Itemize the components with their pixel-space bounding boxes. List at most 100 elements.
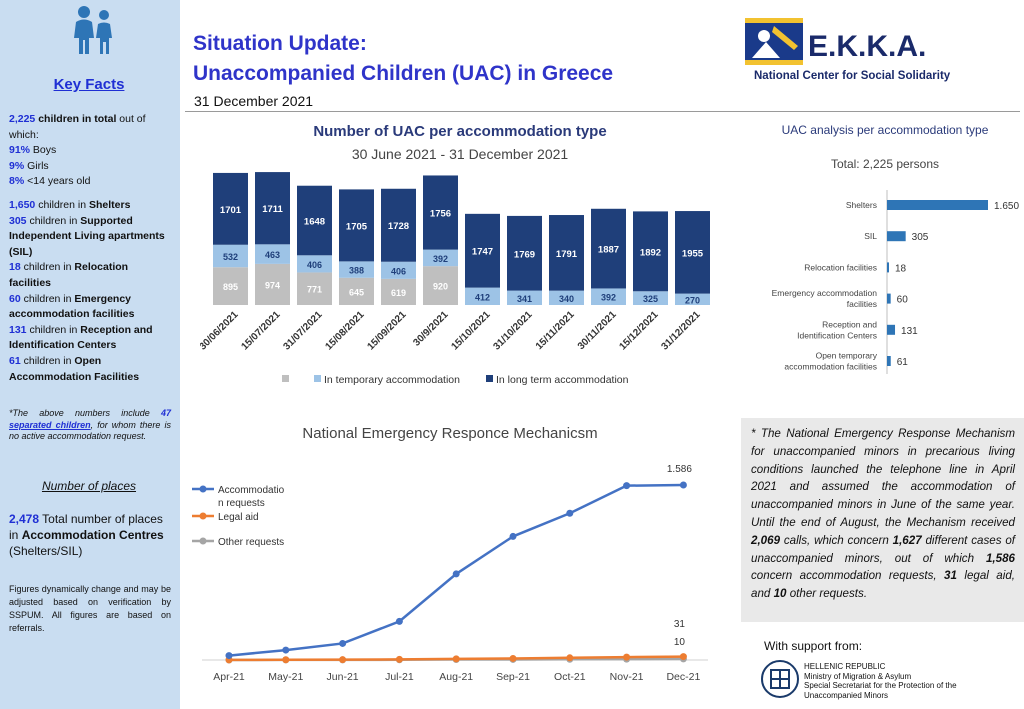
- x-tick-label: 30/11/2021: [576, 309, 619, 352]
- hbar: [887, 262, 889, 273]
- ekka-logo-text: E.K.K.A.: [808, 30, 926, 63]
- x-tick-label: 30/06/2021: [200, 309, 241, 352]
- page-title-line1: Situation Update:: [193, 32, 367, 55]
- legend-label: Legal aid: [218, 512, 259, 523]
- stacked-bar-segment: [213, 172, 248, 245]
- x-tick-label: 15/08/2021: [323, 309, 366, 352]
- stacked-bar-value: 1955: [682, 248, 704, 259]
- separated-children-footnote: *The above numbers include 47 separated …: [9, 408, 172, 441]
- x-tick-label: 15/07/2021: [239, 309, 282, 352]
- stacked-bar-value: 1705: [346, 221, 368, 232]
- stacked-bar-segment: [591, 208, 626, 289]
- accommodation-count: 1,650: [9, 199, 36, 211]
- x-tick-label: 15/11/2021: [534, 309, 577, 352]
- stacked-chart-subtitle: 30 June 2021 - 31 December 2021: [351, 146, 569, 162]
- stacked-bar-value: 325: [643, 294, 658, 304]
- uac-stacked-bar-chart: 895 532 1701 30/06/2021 974 463 1711 15/07/2021…: [200, 172, 710, 386]
- stacked-bar-value: 1887: [598, 245, 619, 256]
- hbar-value: 1.650: [994, 201, 1019, 212]
- accommodation-pre: children in: [20, 261, 75, 274]
- breakdown-value: 9%: [9, 159, 25, 172]
- accommodation-count: 305: [9, 214, 27, 227]
- line-point: [282, 656, 290, 664]
- accommodation-count: 61: [9, 354, 21, 367]
- stacked-bar-segment: [423, 249, 458, 267]
- stacked-bar-value: 341: [517, 294, 532, 304]
- hbar-category-label: SIL: [864, 231, 877, 241]
- stacked-bar-value: 1892: [640, 247, 661, 258]
- accommodation-pre: children in: [26, 214, 81, 227]
- accommodation-type: Emergency accommodation facilities: [9, 292, 135, 321]
- accommodation-pre: children in: [20, 354, 75, 367]
- line-x-tick-label: Dec-21: [666, 671, 700, 683]
- stacked-bar-value: 1791: [556, 249, 578, 260]
- accommodation-item: 60 children in Emergency accommodation f…: [9, 292, 171, 323]
- line-x-tick-label: Jul-21: [385, 671, 414, 683]
- accommodation-item: 131 children in Reception and Identifica…: [9, 323, 171, 354]
- legend-swatch-long-term: [486, 375, 493, 382]
- line-point: [339, 639, 347, 647]
- hbar-category-label: Emergency accommodation facilities: [772, 288, 878, 309]
- support-label: With support from:: [764, 639, 863, 653]
- line-point: [679, 481, 687, 489]
- legend-marker: [199, 537, 207, 545]
- support-ministry-text: HELLENIC REPUBLIC Ministry of Migration &…: [804, 662, 957, 700]
- hbar-value: 131: [901, 326, 918, 337]
- stacked-bar-segment: [339, 277, 374, 305]
- stacked-bar-segment: [423, 266, 458, 305]
- legend-swatch-other: [282, 375, 289, 382]
- stacked-bar-value: 392: [601, 293, 616, 303]
- stacked-bar-segment: [675, 293, 710, 305]
- mechanism-note-box: * The National Emergency Response Mechan…: [741, 418, 1024, 622]
- accommodation-type: Reception and Identification Centers: [9, 323, 153, 352]
- line-series: [228, 483, 684, 657]
- support-line: Unaccompanied Minors: [804, 690, 889, 700]
- hbar-value: 60: [897, 295, 909, 306]
- support-line: Special Secretariat for the Protection o…: [804, 681, 957, 691]
- x-tick-label: 31/10/2021: [491, 309, 534, 352]
- support-line: HELLENIC REPUBLIC: [804, 662, 886, 671]
- places-heading: Number of places: [41, 479, 137, 493]
- stacked-bar-segment: [255, 244, 290, 264]
- stacked-bar-value: 388: [349, 266, 364, 276]
- analysis-chart-subtitle: Total: 2,225 persons: [830, 157, 940, 171]
- stacked-bar-segment: [507, 215, 542, 291]
- note-text-part: other requests.: [786, 587, 868, 601]
- stacked-bar-segment: [213, 267, 248, 305]
- hbar: [887, 293, 891, 304]
- hbar-category-label: Open temporary accommodation facilities: [784, 351, 877, 372]
- stacked-bar-value: 270: [685, 295, 700, 305]
- stacked-bar-value: 392: [433, 254, 448, 264]
- analysis-horizontal-bar-chart: 1.650 Shelters 305 SIL 18 Relocation faciliti…: [772, 190, 1019, 374]
- stacked-bar-value: 645: [349, 287, 364, 297]
- breakdown-value: 8%: [9, 175, 25, 188]
- x-tick-label: 15/10/2021: [449, 309, 492, 352]
- mechanism-note-text: * The National Emergency Response Mechan…: [751, 425, 1015, 603]
- legend-label-long-term: In long term accommodation: [496, 374, 629, 386]
- figures-disclaimer: Figures dynamically change and may be ad…: [9, 584, 171, 633]
- accommodation-count: 18: [9, 261, 21, 274]
- stacked-bar-segment: [297, 255, 332, 273]
- breakdown-item: 91% Boys: [9, 143, 171, 159]
- line-x-tick-label: Jun-21: [327, 671, 359, 683]
- header-divider: [185, 111, 1020, 112]
- stacked-chart-title: Number of UAC per accommodation type: [313, 123, 607, 140]
- line-x-tick-label: Aug-21: [439, 671, 473, 683]
- ekka-logo: E.K.K.A.: [745, 18, 926, 65]
- hbar: [887, 324, 896, 335]
- breakdown-label: Girls: [24, 159, 49, 172]
- stacked-bar-value: 1728: [388, 221, 409, 232]
- line-point: [339, 656, 347, 664]
- stacked-bar-segment: [381, 278, 416, 305]
- stacked-bar-value: 406: [391, 266, 406, 276]
- stacked-bar-segment: [465, 213, 500, 288]
- stacked-bar-value: 412: [475, 292, 490, 302]
- stacked-bar-value: 340: [559, 294, 574, 304]
- accommodation-item: 61 children in Open Accommodation Facili…: [9, 354, 171, 385]
- stacked-bar-value: 1747: [472, 247, 493, 258]
- key-facts-sidebar: Key Facts 2,225 children in total out of…: [0, 0, 180, 709]
- stacked-bar-value: 1701: [220, 205, 242, 216]
- note-number: 2,069: [751, 533, 781, 547]
- breakdown-list: 91% Boys 9% Girls 8% <14 years old: [9, 143, 171, 190]
- accommodation-type: Open Accommodation Facilities: [9, 354, 140, 383]
